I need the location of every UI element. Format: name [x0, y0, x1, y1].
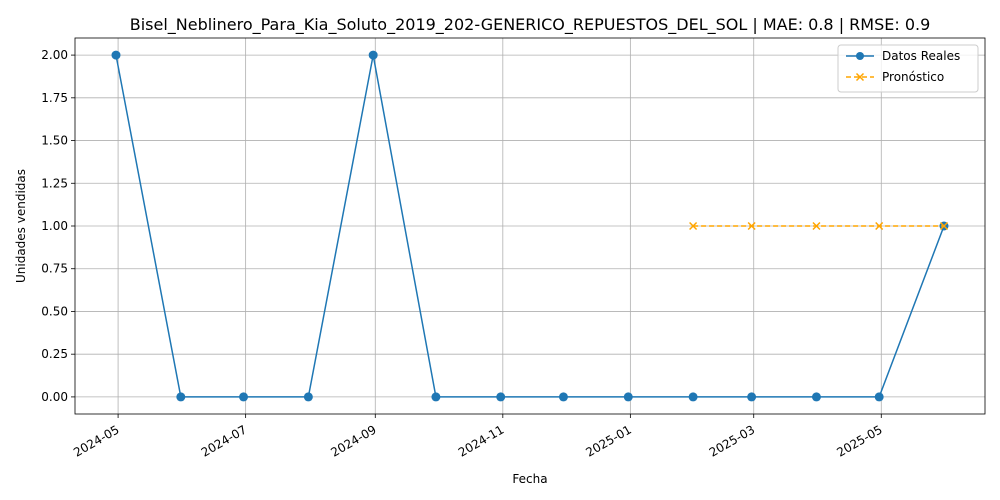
data-point-real — [623, 392, 633, 402]
legend-marker-real — [856, 52, 864, 60]
data-point-forecast — [939, 221, 949, 231]
y-tick-label: 0.50 — [41, 304, 68, 318]
data-point-forecast — [747, 221, 756, 231]
x-tick-label: 2025-03 — [707, 422, 757, 459]
x-tick-label: 2025-05 — [834, 422, 884, 459]
data-point-real — [368, 50, 378, 60]
x-tick-label: 2025-01 — [583, 422, 633, 459]
data-point-real — [874, 392, 884, 402]
y-tick-label: 0.75 — [41, 262, 68, 276]
y-tick-label: 1.25 — [41, 176, 68, 190]
data-point-real — [747, 392, 757, 402]
data-point-forecast — [689, 221, 698, 231]
x-tick-label: 2024-09 — [328, 422, 378, 459]
data-point-forecast — [875, 221, 884, 231]
y-tick-label: 2.00 — [41, 48, 68, 62]
grid — [75, 38, 985, 414]
x-tick-label: 2024-07 — [199, 422, 249, 459]
y-tick-label: 1.00 — [41, 219, 68, 233]
y-tick-label: 0.00 — [41, 390, 68, 404]
y-tick-label: 1.50 — [41, 134, 68, 148]
y-axis: 0.00 0.25 0.50 0.75 1.00 1.25 1.50 1.75 2.00 — [41, 48, 75, 404]
legend-label-real: Datos Reales — [882, 49, 960, 63]
y-tick-label: 0.25 — [41, 347, 68, 361]
chart-title: Bisel_Neblinero_Para_Kia_Soluto_2019_202… — [130, 15, 931, 35]
plot-area — [111, 50, 949, 402]
series-line-real — [115, 54, 945, 398]
data-point-real — [431, 392, 441, 402]
data-point-real — [558, 392, 568, 402]
data-point-real — [688, 392, 698, 402]
data-point-real — [176, 392, 186, 402]
data-point-real — [303, 392, 313, 402]
data-point-real — [811, 392, 821, 402]
data-point-real — [239, 392, 249, 402]
y-axis-label: Unidades vendidas — [14, 169, 28, 283]
legend: Datos Reales Pronóstico — [837, 44, 979, 93]
legend-marker-forecast — [855, 72, 865, 82]
legend-label-forecast: Pronóstico — [882, 70, 944, 84]
x-axis-label: Fecha — [512, 472, 547, 486]
y-tick-label: 1.75 — [41, 91, 68, 105]
x-tick-label: 2024-05 — [71, 422, 121, 459]
data-point-real — [111, 50, 121, 60]
x-axis: 2024-05 2024-07 2024-09 2024-11 2025-01 2025-… — [71, 414, 885, 460]
data-point-forecast — [812, 221, 821, 231]
x-tick-label: 2024-11 — [456, 422, 506, 459]
data-point-real — [496, 392, 506, 402]
